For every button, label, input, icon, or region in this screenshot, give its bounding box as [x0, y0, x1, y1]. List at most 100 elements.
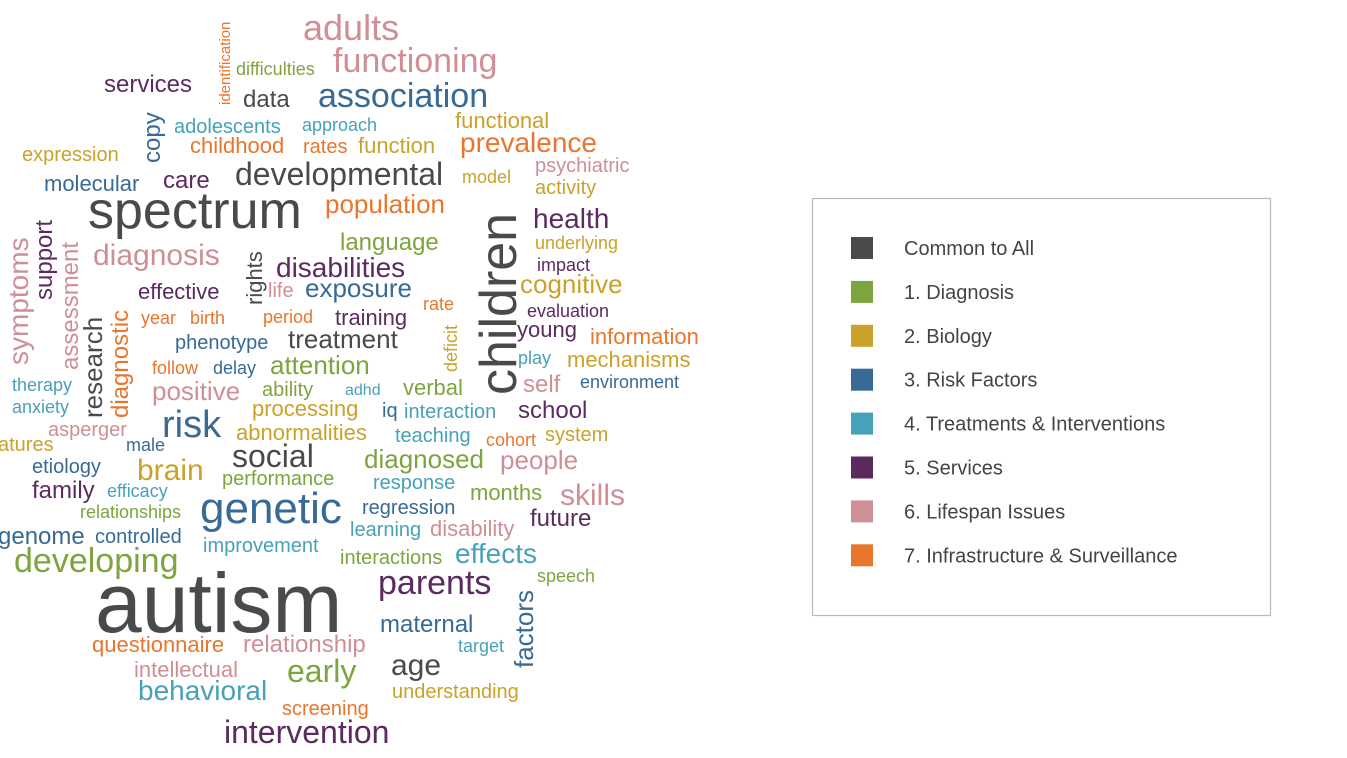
- word: developmental: [235, 156, 443, 192]
- word: health: [533, 203, 609, 234]
- word: screening: [282, 698, 369, 720]
- word: activity: [535, 177, 596, 199]
- legend-label: Common to All: [904, 238, 1034, 260]
- legend-label: 2. Biology: [904, 326, 992, 348]
- word: expression: [22, 144, 119, 166]
- word: behavioral: [138, 675, 267, 706]
- word: diagnostic: [107, 310, 134, 418]
- word: difficulties: [236, 59, 315, 79]
- word: controlled: [95, 526, 182, 548]
- word: system: [545, 424, 608, 446]
- word: age: [391, 649, 441, 682]
- word: phenotype: [175, 332, 268, 354]
- word: relationships: [80, 502, 181, 522]
- word: early: [287, 653, 356, 689]
- word: language: [340, 229, 439, 256]
- word: maternal: [380, 611, 473, 638]
- legend-swatch: [851, 544, 873, 567]
- word: young: [517, 317, 577, 342]
- word: mechanisms: [567, 347, 690, 372]
- word: attention: [270, 350, 370, 380]
- word: people: [500, 445, 578, 475]
- word: underlying: [535, 233, 618, 253]
- word: year: [141, 308, 176, 328]
- word: services: [104, 71, 192, 98]
- word: rights: [242, 251, 267, 305]
- legend-label: 6. Lifespan Issues: [904, 501, 1065, 523]
- word: positive: [152, 376, 240, 406]
- word: questionnaire: [92, 632, 224, 657]
- word: period: [263, 307, 313, 327]
- word: intellectual: [134, 657, 238, 682]
- word: data: [243, 86, 290, 113]
- word: functioning: [333, 42, 497, 80]
- word: adolescents: [174, 116, 281, 138]
- word: autism: [95, 556, 342, 650]
- word: deficit: [441, 325, 461, 372]
- word: research: [78, 317, 108, 418]
- legend-label: 7. Infrastructure & Surveillance: [904, 545, 1177, 567]
- word: skills: [560, 479, 625, 512]
- word: relationship: [243, 631, 366, 658]
- word: impact: [537, 255, 590, 275]
- legend-swatch: [851, 500, 873, 523]
- word: understanding: [392, 681, 519, 703]
- word: effects: [455, 538, 537, 569]
- word: association: [318, 77, 488, 115]
- word: family: [32, 477, 95, 504]
- legend-swatch: [851, 237, 873, 259]
- word-cloud: adults identification functioning difficult…: [0, 7, 699, 750]
- legend-swatch: [851, 324, 873, 347]
- word: cohort: [486, 430, 536, 450]
- word: asperger: [48, 419, 127, 441]
- word: rate: [423, 294, 454, 314]
- word: exposure: [305, 273, 412, 303]
- word: information: [590, 324, 699, 349]
- word: self: [523, 371, 561, 398]
- word: identification: [217, 22, 234, 105]
- word: genetic: [200, 484, 342, 533]
- word: interaction: [404, 401, 496, 423]
- word: life: [268, 280, 294, 302]
- word: prevalence: [460, 127, 597, 158]
- word: anxiety: [12, 397, 69, 417]
- legend: Common to All 1. Diagnosis 2. Biology 3. Ri…: [851, 237, 1177, 567]
- word: support: [31, 220, 58, 300]
- legend-swatch: [851, 368, 873, 391]
- word: diagnosed: [364, 444, 484, 474]
- word: response: [373, 472, 455, 494]
- word: ability: [262, 379, 313, 401]
- word: developing: [14, 542, 178, 580]
- word: parents: [378, 564, 491, 602]
- word: iq: [382, 400, 398, 422]
- word: molecular: [44, 171, 139, 196]
- legend-box: [811, 197, 1272, 617]
- word: etiology: [32, 456, 101, 478]
- word: assessment: [57, 242, 84, 370]
- word: therapy: [12, 375, 72, 395]
- word: functional: [455, 108, 549, 133]
- word: diagnosis: [93, 239, 220, 272]
- word: teaching: [395, 425, 471, 447]
- word: improvement: [203, 535, 319, 557]
- word: atures: [0, 434, 54, 456]
- word: spectrum: [88, 182, 302, 240]
- word: adults: [303, 7, 399, 48]
- word: children: [470, 213, 528, 395]
- word: model: [462, 167, 511, 187]
- legend-label: 3. Risk Factors: [904, 370, 1037, 392]
- word: function: [358, 133, 435, 158]
- word: processing: [252, 396, 358, 421]
- word: effective: [138, 279, 220, 304]
- word: copy: [139, 112, 166, 163]
- word: risk: [162, 404, 222, 446]
- word: genome: [0, 523, 85, 550]
- word: childhood: [190, 133, 284, 158]
- word: training: [335, 305, 407, 330]
- word: evaluation: [527, 301, 609, 321]
- word: population: [325, 189, 445, 219]
- word: cognitive: [520, 269, 623, 299]
- word: delay: [213, 358, 256, 378]
- word: rates: [303, 136, 347, 158]
- word: care: [163, 167, 210, 194]
